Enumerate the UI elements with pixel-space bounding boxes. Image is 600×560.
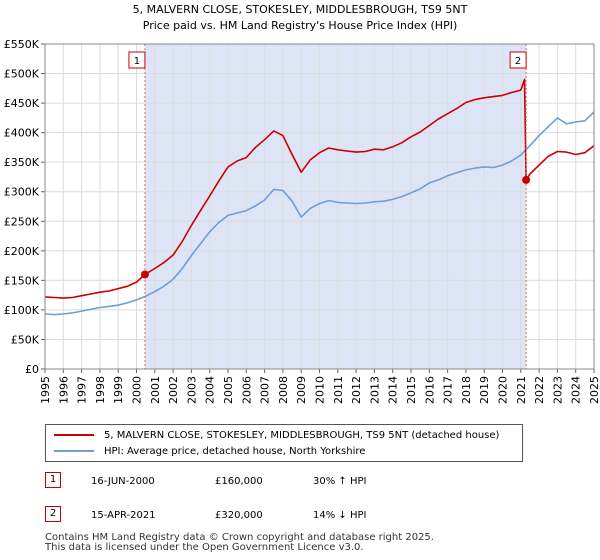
x-tick-label: 2013 — [368, 376, 381, 404]
sale-2-badge-label: 2 — [515, 56, 521, 67]
legend-swatch-property — [54, 434, 94, 436]
x-tick-label: 2022 — [533, 376, 546, 404]
sale-2-badge — [509, 51, 527, 69]
x-tick-label: 2014 — [387, 376, 400, 404]
x-tick-label: 2002 — [167, 376, 180, 404]
x-tick-label: 2016 — [423, 376, 436, 404]
x-tick-label: 2012 — [350, 376, 363, 404]
x-tick-label: 2004 — [204, 376, 217, 404]
x-tick-label: 2018 — [460, 376, 473, 404]
x-tick-label: 2006 — [240, 376, 253, 404]
transaction-hpi-diff: 30% ↑ HPI — [313, 476, 367, 487]
legend-swatch-hpi — [54, 450, 94, 452]
legend-item-hpi: HPI: Average price, detached house, Nort… — [54, 444, 365, 460]
x-tick-label: 2021 — [515, 376, 528, 404]
y-tick-label: £400K — [4, 127, 40, 140]
x-tick-label: 2000 — [131, 376, 144, 404]
x-tick-label: 2025 — [588, 376, 600, 404]
transaction-date: 15-APR-2021 — [91, 510, 156, 521]
x-tick-label: 1999 — [112, 376, 125, 404]
y-tick-label: £200K — [4, 245, 40, 258]
chart-subtitle: Price paid vs. HM Land Registry's House … — [143, 19, 458, 32]
y-tick-label: £150K — [4, 274, 40, 287]
series-lines — [44, 78, 595, 316]
sale-1-badge — [128, 51, 146, 69]
transaction-marker-1: 1 — [45, 472, 61, 488]
x-tick-label: 2010 — [314, 376, 327, 404]
footer-licence: This data is licensed under the Open Gov… — [45, 542, 364, 553]
x-tick-label: 2009 — [295, 376, 308, 404]
x-tick-label: 2019 — [478, 376, 491, 404]
hpi-line — [44, 111, 595, 316]
legend: 5, MALVERN CLOSE, STOKESLEY, MIDDLESBROU… — [45, 424, 523, 462]
x-tick-label: 1995 — [39, 376, 52, 404]
y-tick-label: £500K — [4, 68, 40, 81]
price-chart: 5, MALVERN CLOSE, STOKESLEY, MIDDLESBROU… — [4, 3, 600, 404]
x-tick-label: 1996 — [57, 376, 70, 404]
y-tick-label: £100K — [4, 304, 40, 317]
x-tick-label: 2007 — [259, 376, 272, 404]
x-tick-label: 1997 — [76, 376, 89, 404]
x-tick-label: 2005 — [222, 376, 235, 404]
y-tick-label: £250K — [4, 215, 40, 228]
y-axis-ticks: £0 £50K £100K £150K £200K £250K £300K £350K £400… — [4, 38, 45, 376]
x-axis-ticks: 1995 1996 1997 1998 1999 2000 2001 2002 2003 2004… — [39, 369, 600, 404]
x-tick-label: 1998 — [94, 376, 107, 404]
sale-1-badge-label: 1 — [134, 56, 140, 67]
x-tick-label: 2001 — [149, 376, 162, 404]
transaction-hpi-diff: 14% ↓ HPI — [313, 510, 367, 521]
transaction-date: 16-JUN-2000 — [91, 476, 155, 487]
y-tick-label: £0 — [25, 363, 39, 376]
x-tick-label: 2017 — [442, 376, 455, 404]
legend-item-property: 5, MALVERN CLOSE, STOKESLEY, MIDDLESBROU… — [54, 428, 499, 444]
x-tick-label: 2023 — [551, 376, 564, 404]
legend-label-property: 5, MALVERN CLOSE, STOKESLEY, MIDDLESBROU… — [104, 430, 500, 441]
ownership-period-shading — [144, 44, 527, 369]
y-tick-label: £550K — [4, 38, 40, 51]
x-tick-label: 2020 — [497, 376, 510, 404]
transaction-price: £320,000 — [215, 510, 263, 521]
x-tick-label: 2024 — [570, 376, 583, 404]
legend-label-hpi: HPI: Average price, detached house, Nort… — [104, 446, 366, 457]
y-tick-label: £450K — [4, 97, 40, 110]
y-tick-label: £50K — [11, 333, 40, 346]
sale-2-point — [522, 175, 531, 184]
chart-title: 5, MALVERN CLOSE, STOKESLEY, MIDDLESBROU… — [133, 3, 468, 16]
x-tick-label: 2008 — [277, 376, 290, 404]
y-tick-label: £350K — [4, 156, 40, 169]
y-tick-label: £300K — [4, 186, 40, 199]
sale-1-point — [140, 270, 149, 279]
x-tick-label: 2003 — [185, 376, 198, 404]
x-tick-label: 2011 — [332, 376, 345, 404]
transaction-marker-2: 2 — [45, 506, 61, 522]
footer: Contains HM Land Registry data © Crown c… — [45, 533, 434, 553]
transaction-price: £160,000 — [215, 476, 263, 487]
plot-border — [44, 43, 595, 370]
footer-copyright: Contains HM Land Registry data © Crown c… — [45, 532, 434, 543]
property-price-line — [44, 78, 595, 299]
x-tick-label: 2015 — [405, 376, 418, 404]
